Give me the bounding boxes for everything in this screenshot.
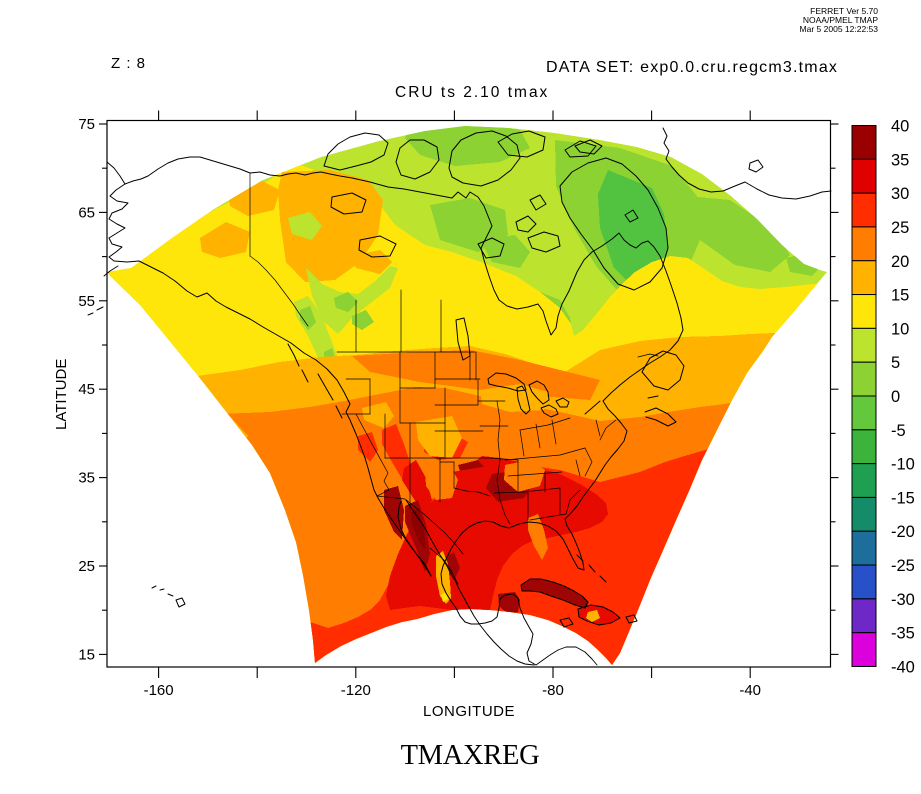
svg-text:TMAXREG: TMAXREG	[401, 740, 540, 771]
svg-text:LATITUDE: LATITUDE	[53, 359, 70, 430]
svg-text:-10: -10	[891, 456, 915, 474]
svg-text:Mar 5 2005 12:22:53: Mar 5 2005 12:22:53	[800, 24, 879, 34]
svg-text:35: 35	[891, 151, 909, 169]
svg-text:15: 15	[78, 646, 95, 663]
svg-text:25: 25	[891, 219, 909, 237]
svg-text:30: 30	[891, 185, 909, 203]
svg-text:-40: -40	[891, 659, 915, 677]
svg-text:CRU ts 2.10 tmax: CRU ts 2.10 tmax	[395, 84, 549, 101]
svg-text:-120: -120	[341, 682, 371, 699]
svg-text:25: 25	[78, 558, 95, 575]
svg-text:Z : 8: Z : 8	[111, 55, 146, 72]
svg-text:-25: -25	[891, 557, 915, 575]
svg-text:FERRET Ver 5.70: FERRET Ver 5.70	[810, 6, 878, 16]
svg-text:15: 15	[891, 287, 909, 305]
svg-text:-30: -30	[891, 591, 915, 609]
svg-text:10: 10	[891, 320, 909, 338]
svg-text:45: 45	[78, 381, 95, 398]
svg-text:-35: -35	[891, 625, 915, 643]
svg-text:-160: -160	[144, 682, 174, 699]
svg-text:40: 40	[891, 118, 909, 136]
svg-text:-20: -20	[891, 523, 915, 541]
svg-text:55: 55	[78, 293, 95, 310]
svg-text:0: 0	[891, 388, 900, 406]
svg-text:20: 20	[891, 253, 909, 271]
svg-text:LONGITUDE: LONGITUDE	[423, 703, 515, 720]
svg-text:65: 65	[78, 204, 95, 221]
svg-text:-40: -40	[739, 682, 761, 699]
svg-text:-15: -15	[891, 489, 915, 507]
svg-text:NOAA/PMEL TMAP: NOAA/PMEL TMAP	[803, 15, 878, 25]
svg-text:35: 35	[78, 470, 95, 487]
svg-text:75: 75	[78, 116, 95, 133]
svg-text:-80: -80	[542, 682, 564, 699]
svg-text:5: 5	[891, 354, 900, 372]
svg-text:DATA SET: exp0.0.cru.regcm3.tm: DATA SET: exp0.0.cru.regcm3.tmax	[546, 59, 838, 76]
svg-text:-5: -5	[891, 422, 906, 440]
